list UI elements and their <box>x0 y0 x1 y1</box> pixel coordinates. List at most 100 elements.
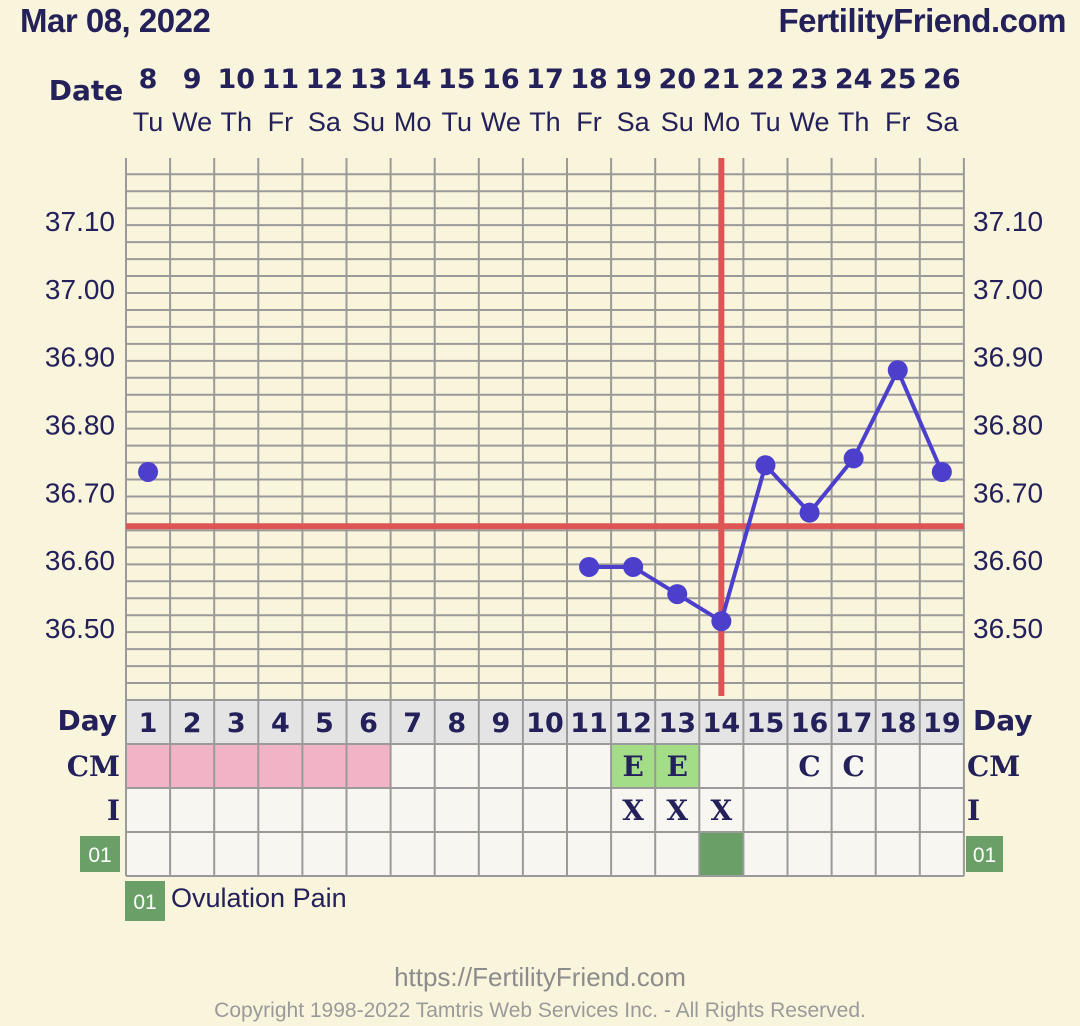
date-number: 19 <box>614 64 652 95</box>
cycle-day-number: 6 <box>359 708 378 739</box>
weekday-label: We <box>172 107 212 137</box>
legend-badge-bg <box>125 881 165 921</box>
y-tick-label-left: 36.60 <box>45 545 115 576</box>
cycle-day-number: 8 <box>447 708 466 739</box>
cm-value: E <box>622 750 643 783</box>
cycle-day-number: 11 <box>570 708 608 739</box>
date-number: 23 <box>791 64 829 95</box>
y-tick-label-right: 37.00 <box>973 274 1043 305</box>
cycle-day-number: 1 <box>139 708 158 739</box>
y-tick-label-left: 37.10 <box>45 206 115 237</box>
cycle-day-number: 19 <box>923 708 961 739</box>
legend-text: Ovulation Pain <box>171 883 347 913</box>
day-row-label-right: Day <box>973 704 1033 737</box>
cm-cell-fill <box>170 744 215 788</box>
y-tick-label-right: 37.10 <box>973 206 1043 237</box>
weekday-label: Su <box>661 107 694 137</box>
weekday-label: Fr <box>268 107 293 137</box>
temperature-point <box>667 584 688 605</box>
cycle-day-number: 9 <box>491 708 510 739</box>
cm-cell-fill <box>214 744 259 788</box>
chart-date-title: Mar 08, 2022 <box>20 2 211 39</box>
cycle-day-number: 4 <box>271 708 290 739</box>
y-tick-label-right: 36.60 <box>973 545 1043 576</box>
date-number: 21 <box>703 64 741 95</box>
date-number: 25 <box>879 64 917 95</box>
intercourse-mark: X <box>666 794 688 827</box>
series-segment <box>719 464 768 622</box>
series-segment <box>851 369 900 460</box>
cycle-day-number: 15 <box>747 708 785 739</box>
y-tick-label-left: 36.70 <box>45 477 115 508</box>
custom-badge-right-bg <box>966 836 1003 872</box>
y-tick-label-right: 36.50 <box>973 613 1043 644</box>
intercourse-mark: X <box>710 794 732 827</box>
cm-value: C <box>798 750 820 783</box>
cycle-day-number: 5 <box>315 708 334 739</box>
date-number: 17 <box>526 64 564 95</box>
weekday-label: Th <box>529 107 561 137</box>
cm-row-label-left: CM <box>67 750 120 783</box>
custom-badge-left-bg <box>80 836 120 872</box>
date-number: 12 <box>306 64 344 95</box>
weekday-label: Th <box>838 107 870 137</box>
brand-title: FertilityFriend.com <box>778 2 1066 39</box>
day-row-bg <box>126 700 964 744</box>
cycle-day-number: 13 <box>658 708 696 739</box>
weekday-label: Tu <box>750 107 781 137</box>
cm-cell-fill <box>655 744 700 788</box>
series-segment <box>763 463 812 515</box>
cycle-day-number: 16 <box>791 708 829 739</box>
date-number: 11 <box>262 64 300 95</box>
date-number: 14 <box>394 64 432 95</box>
custom-badge-right: 01 <box>973 844 996 867</box>
y-tick-label-left: 36.80 <box>45 410 115 441</box>
custom-badge-left: 01 <box>88 844 111 867</box>
temperature-point <box>138 461 159 482</box>
y-tick-label-right: 36.80 <box>973 410 1043 441</box>
cycle-day-number: 10 <box>526 708 564 739</box>
custom-cell-fill <box>699 832 744 876</box>
weekday-label: Th <box>220 107 252 137</box>
date-number: 10 <box>217 64 255 95</box>
y-tick-label-right: 36.70 <box>973 477 1043 508</box>
temperature-point <box>755 455 776 476</box>
series-segment <box>895 369 944 473</box>
weekday-label: Tu <box>441 107 472 137</box>
y-tick-label-left: 36.90 <box>45 342 115 373</box>
date-number: 13 <box>350 64 388 95</box>
date-number: 8 <box>139 64 158 95</box>
i-row-label-left: I <box>107 794 120 827</box>
date-number: 16 <box>482 64 520 95</box>
footer-copyright: Copyright 1998-2022 Tamtris Web Services… <box>214 999 866 1022</box>
cycle-day-number: 17 <box>835 708 873 739</box>
date-number: 26 <box>923 64 961 95</box>
footer-url[interactable]: https://FertilityFriend.com <box>394 962 686 992</box>
cm-cell-fill <box>126 744 171 788</box>
intercourse-mark: X <box>622 794 644 827</box>
cm-value: C <box>843 750 865 783</box>
temperature-point <box>711 611 732 632</box>
date-row-label: Date <box>49 74 124 107</box>
weekday-label: Sa <box>617 107 651 137</box>
cm-cell-fill <box>302 744 347 788</box>
weekday-label: Mo <box>394 107 432 137</box>
cycle-day-number: 18 <box>879 708 917 739</box>
date-number: 24 <box>835 64 873 95</box>
temperature-point <box>931 461 952 482</box>
weekday-label: Sa <box>925 107 959 137</box>
cycle-day-number: 7 <box>403 708 422 739</box>
cycle-day-number: 2 <box>183 708 202 739</box>
cycle-day-number: 14 <box>703 708 741 739</box>
y-tick-label-right: 36.90 <box>973 342 1043 373</box>
series-segment <box>807 457 856 514</box>
weekday-label: Tu <box>133 107 164 137</box>
date-number: 22 <box>747 64 785 95</box>
cm-cell-fill <box>258 744 303 788</box>
temperature-point <box>843 448 864 469</box>
weekday-label: Su <box>352 107 385 137</box>
weekday-label: We <box>481 107 521 137</box>
weekday-label: We <box>790 107 830 137</box>
weekday-label: Sa <box>308 107 342 137</box>
